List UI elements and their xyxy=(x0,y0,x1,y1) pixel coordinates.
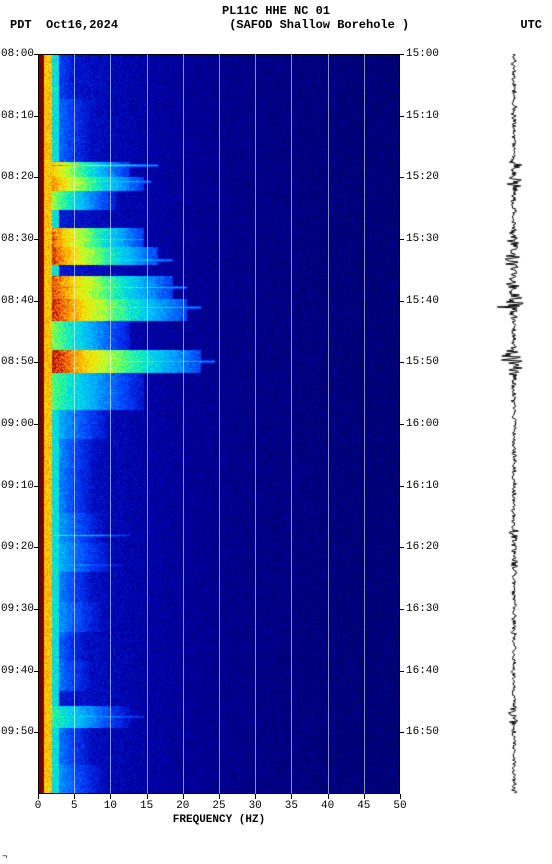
yticklabel-left: 08:10 xyxy=(1,110,34,122)
yticklabel-right: 16:40 xyxy=(406,665,439,677)
yticklabel-left: 09:30 xyxy=(1,603,34,615)
yticklabel-right: 15:30 xyxy=(406,233,439,245)
chart-root: PL11C HHE NC 01 PDT Oct16,2024 (SAFOD Sh… xyxy=(0,0,552,864)
yticklabel-left: 08:30 xyxy=(1,233,34,245)
tz-left: PDT xyxy=(10,18,32,32)
yticklabel-right: 15:10 xyxy=(406,110,439,122)
yticklabel-right: 16:20 xyxy=(406,541,439,553)
yticklabel-right: 15:20 xyxy=(406,171,439,183)
spectrogram xyxy=(38,54,400,794)
xticklabel: 45 xyxy=(357,800,370,812)
x-axis-title: FREQUENCY (HZ) xyxy=(173,814,265,826)
x-axis: 05101520253035404550FREQUENCY (HZ) xyxy=(38,794,400,826)
xticklabel: 10 xyxy=(104,800,117,812)
title: PL11C HHE NC 01 PDT Oct16,2024 (SAFOD Sh… xyxy=(0,4,552,32)
yticklabel-left: 09:00 xyxy=(1,418,34,430)
yticklabel-left: 08:20 xyxy=(1,171,34,183)
footer-mark: ¬ xyxy=(2,852,7,862)
tz-right: UTC xyxy=(520,18,542,32)
yticklabel-left: 09:20 xyxy=(1,541,34,553)
yticklabel-right: 15:50 xyxy=(406,356,439,368)
xticklabel: 35 xyxy=(285,800,298,812)
yticklabel-right: 15:40 xyxy=(406,295,439,307)
yticklabel-left: 08:40 xyxy=(1,295,34,307)
title-meta: PDT Oct16,2024 (SAFOD Shallow Borehole )… xyxy=(0,18,552,32)
yticklabel-left: 08:50 xyxy=(1,356,34,368)
yticklabel-left: 09:50 xyxy=(1,726,34,738)
yticklabel-right: 15:00 xyxy=(406,48,439,60)
title-station-id: PL11C HHE NC 01 xyxy=(0,4,552,18)
y-axis-left: 08:0008:1008:2008:3008:4008:5009:0009:10… xyxy=(0,54,36,794)
xticklabel: 25 xyxy=(212,800,225,812)
yticklabel-right: 16:00 xyxy=(406,418,439,430)
seismogram-trace xyxy=(490,54,538,794)
xticklabel: 5 xyxy=(71,800,78,812)
y-axis-right: 15:0015:1015:2015:3015:4015:5016:0016:10… xyxy=(404,54,448,794)
xticklabel: 50 xyxy=(393,800,406,812)
date: Oct16,2024 xyxy=(46,18,118,32)
xticklabel: 0 xyxy=(35,800,42,812)
yticklabel-right: 16:30 xyxy=(406,603,439,615)
yticklabel-left: 09:40 xyxy=(1,665,34,677)
xticklabel: 30 xyxy=(249,800,262,812)
yticklabel-right: 16:50 xyxy=(406,726,439,738)
xticklabel: 15 xyxy=(140,800,153,812)
yticklabel-right: 16:10 xyxy=(406,480,439,492)
yticklabel-left: 08:00 xyxy=(1,48,34,60)
xticklabel: 40 xyxy=(321,800,334,812)
xticklabel: 20 xyxy=(176,800,189,812)
station-name: (SAFOD Shallow Borehole ) xyxy=(229,18,409,32)
yticklabel-left: 09:10 xyxy=(1,480,34,492)
